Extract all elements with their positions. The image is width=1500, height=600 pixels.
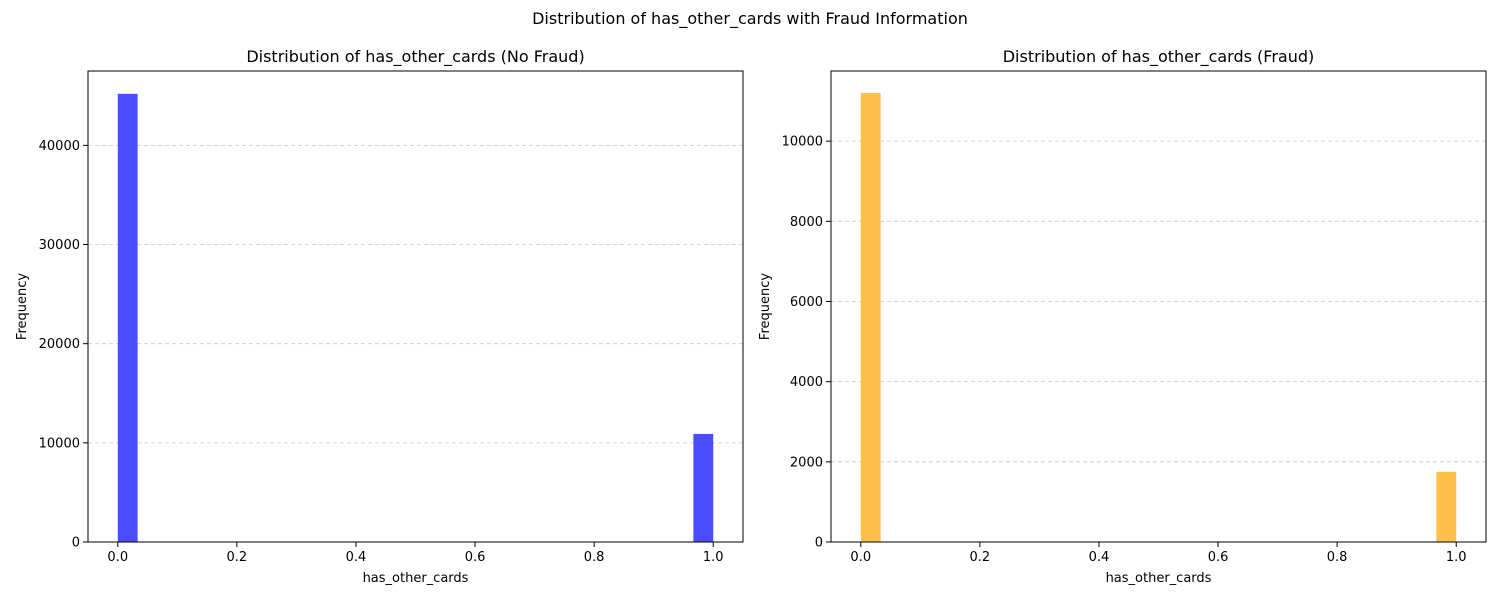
x-tick-label: 0.0 — [850, 550, 871, 565]
x-tick-label: 0.2 — [970, 550, 991, 565]
axes-frame — [830, 70, 1487, 543]
axes-frame — [87, 70, 744, 543]
histogram-bar — [1436, 471, 1457, 542]
panel-title: Distribution of has_other_cards (No Frau… — [246, 47, 584, 67]
chart-panel-1: 0.0 0.2 0.4 0.6 0.8 1.0 0 10000 20000 30000 40000 D… — [15, 47, 744, 586]
x-axis-label: has_other_cards — [1106, 571, 1212, 586]
y-axis-label: Frequency — [758, 273, 773, 340]
x-tick-label: 0.0 — [107, 550, 128, 565]
y-tick-label: 6000 — [790, 295, 823, 310]
x-tick-label: 0.2 — [227, 550, 248, 565]
x-tick-label: 0.8 — [584, 550, 605, 565]
panel-title: Distribution of has_other_cards (Fraud) — [1003, 47, 1315, 67]
x-tick-label: 0.8 — [1327, 550, 1348, 565]
histogram-bar — [860, 93, 881, 542]
y-tick-label: 4000 — [790, 375, 823, 390]
y-tick-label: 0 — [72, 536, 80, 551]
y-tick-label: 8000 — [790, 215, 823, 230]
y-tick-label: 0 — [815, 536, 823, 551]
histogram-bar — [117, 93, 138, 543]
histogram-bar — [693, 433, 714, 542]
y-tick-label: 20000 — [39, 337, 80, 352]
chart-panel-2: 0.0 0.2 0.4 0.6 0.8 1.0 0 2000 4000 6000 8000 10000… — [758, 47, 1487, 586]
x-tick-label: 0.4 — [1089, 550, 1110, 565]
x-axis-label: has_other_cards — [363, 571, 469, 586]
x-tick-label: 0.6 — [1208, 550, 1229, 565]
x-tick-label: 1.0 — [1446, 550, 1467, 565]
y-tick-label: 30000 — [39, 238, 80, 253]
x-tick-label: 0.4 — [346, 550, 367, 565]
y-tick-label: 10000 — [782, 135, 823, 150]
x-tick-label: 1.0 — [703, 550, 724, 565]
y-tick-label: 40000 — [39, 139, 80, 154]
x-tick-label: 0.6 — [465, 550, 486, 565]
y-tick-label: 2000 — [790, 455, 823, 470]
figure-suptitle: Distribution of has_other_cards with Fra… — [532, 9, 968, 28]
y-axis-label: Frequency — [15, 273, 30, 340]
y-tick-label: 10000 — [39, 436, 80, 451]
